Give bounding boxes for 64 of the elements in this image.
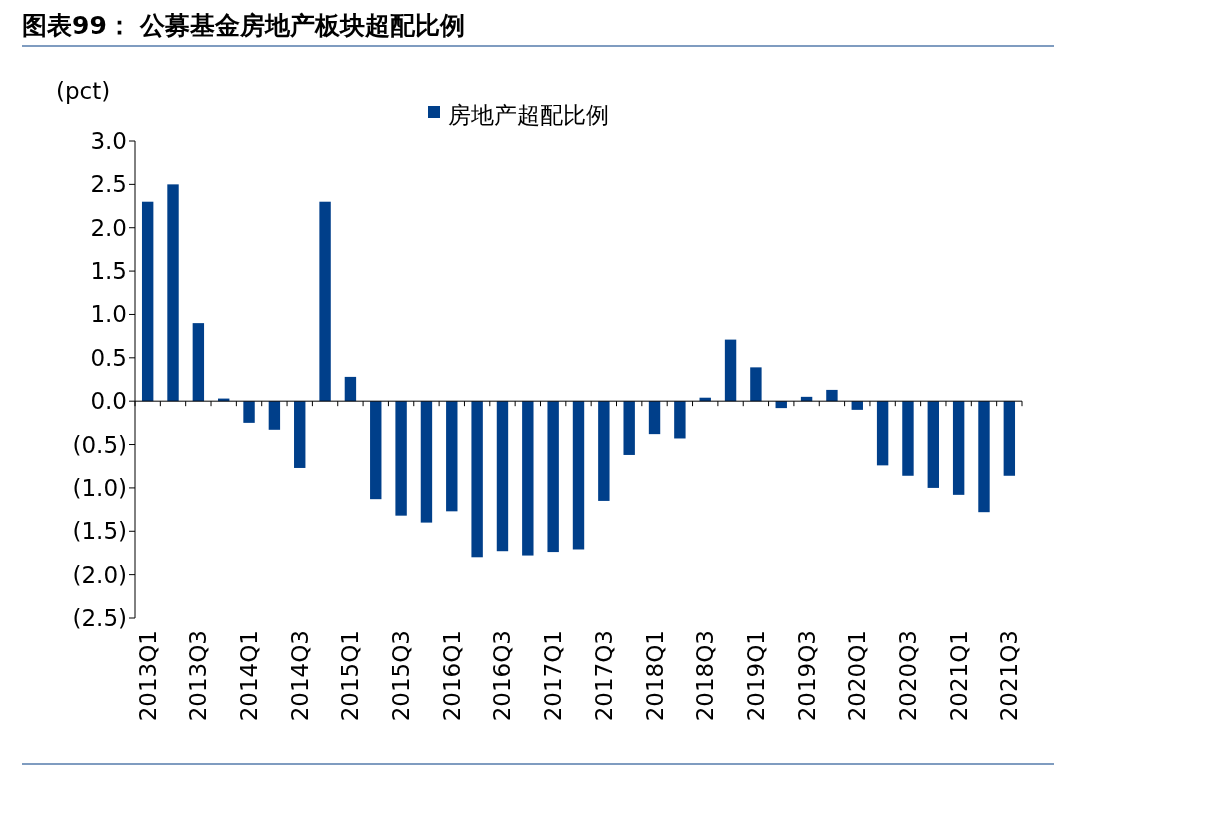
y-tick-label: 2.5 bbox=[90, 171, 127, 198]
x-tick-label: 2020Q3 bbox=[894, 630, 921, 722]
bar bbox=[167, 184, 179, 402]
x-tick-label: 2021Q1 bbox=[945, 630, 972, 722]
y-tick-label: (0.5) bbox=[72, 431, 127, 458]
bar bbox=[268, 401, 281, 430]
bar bbox=[294, 401, 306, 468]
x-tick-label: 2016Q1 bbox=[438, 630, 465, 722]
x-tick-label: 2014Q1 bbox=[236, 630, 263, 722]
x-tick-label: 2017Q1 bbox=[540, 630, 567, 722]
bar bbox=[826, 389, 838, 402]
bar bbox=[598, 401, 610, 501]
y-tick-label: (2.5) bbox=[72, 605, 127, 631]
bar bbox=[243, 401, 255, 423]
x-tick-label: 2015Q3 bbox=[388, 630, 415, 722]
bar bbox=[800, 396, 813, 402]
bar bbox=[471, 401, 483, 558]
bar bbox=[344, 376, 357, 402]
y-tick-label: 0.0 bbox=[90, 388, 127, 415]
bar bbox=[927, 401, 939, 488]
bar bbox=[395, 401, 407, 516]
bar bbox=[952, 401, 965, 495]
bar bbox=[547, 401, 559, 553]
bar bbox=[446, 401, 458, 512]
y-tick-label: 1.5 bbox=[90, 258, 127, 285]
bar bbox=[1003, 401, 1016, 476]
x-tick-label: 2019Q3 bbox=[793, 630, 820, 722]
bar bbox=[496, 401, 509, 552]
y-tick-label: (2.0) bbox=[72, 561, 127, 588]
x-tick-label: 2019Q1 bbox=[742, 630, 769, 722]
bar bbox=[750, 367, 762, 402]
bar bbox=[420, 401, 433, 523]
bar bbox=[623, 401, 635, 455]
bar bbox=[319, 201, 331, 402]
legend-label: 房地产超配比例 bbox=[448, 102, 609, 128]
y-tick-label: 0.5 bbox=[90, 344, 127, 371]
bar bbox=[370, 401, 382, 500]
x-tick-label: 2015Q1 bbox=[337, 630, 364, 722]
bar bbox=[572, 401, 585, 550]
bar bbox=[674, 401, 686, 439]
bar bbox=[192, 323, 205, 402]
x-tick-label: 2014Q3 bbox=[286, 630, 313, 722]
x-tick-label: 2013Q3 bbox=[185, 630, 212, 722]
y-tick-label: 2.0 bbox=[90, 214, 127, 241]
bar bbox=[141, 201, 154, 402]
x-tick-label: 2013Q1 bbox=[134, 630, 161, 722]
x-tick-label: 2018Q1 bbox=[641, 630, 668, 722]
chart-title: 图表99： 公募基金房地产板块超配比例 bbox=[22, 11, 466, 40]
bar bbox=[724, 339, 737, 402]
x-tick-label: 2018Q3 bbox=[692, 630, 719, 722]
y-tick-label: (1.0) bbox=[72, 474, 127, 501]
y-tick-label: (1.5) bbox=[72, 518, 127, 545]
y-tick-label: 1.0 bbox=[90, 301, 127, 328]
y-axis-title: (pct) bbox=[56, 78, 111, 104]
x-tick-label: 2020Q1 bbox=[844, 630, 871, 722]
bar bbox=[876, 401, 889, 466]
bar bbox=[522, 401, 534, 556]
bar bbox=[648, 401, 661, 435]
x-tick-label: 2021Q3 bbox=[996, 630, 1023, 722]
x-tick-label: 2016Q3 bbox=[489, 630, 516, 722]
x-tick-label: 2017Q3 bbox=[590, 630, 617, 722]
y-tick-label: 3.0 bbox=[90, 128, 127, 154]
bar bbox=[978, 401, 990, 513]
bar bbox=[902, 401, 914, 476]
